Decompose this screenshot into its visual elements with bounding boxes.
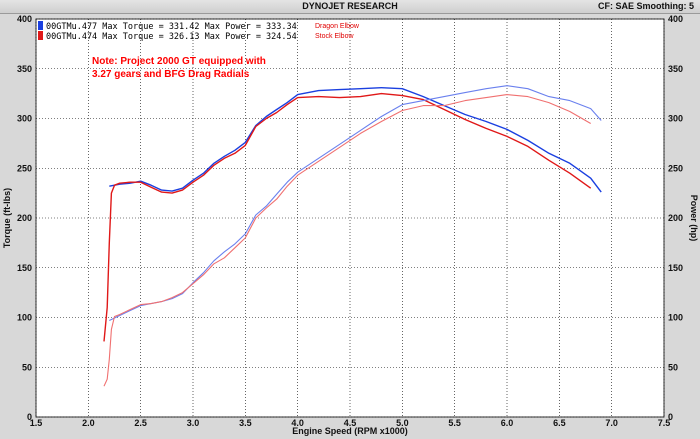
- y-left-tick-1: 50: [22, 362, 32, 372]
- legend-swatch-2: [38, 31, 43, 40]
- x-tick-11: 7.0: [605, 418, 618, 428]
- annotation-line-2: 3.27 gears and BFG Drag Radials: [92, 69, 250, 80]
- y-right-tick-3: 150: [668, 263, 683, 273]
- y-left-tick-labels: 0 50 100 150 200 250 300 350 400: [17, 14, 32, 422]
- series-line-power-3: [103, 94, 591, 387]
- y-left-tick-6: 300: [17, 114, 32, 124]
- legend-label-1: 00GTMu.477 Max Torque = 331.42 Max Power…: [46, 22, 297, 32]
- x-tick-12: 7.5: [658, 418, 671, 428]
- y-right-tick-8: 400: [668, 14, 683, 24]
- x-tick-10: 6.5: [553, 418, 566, 428]
- x-tick-8: 5.5: [448, 418, 461, 428]
- y-left-tick-8: 400: [17, 14, 32, 24]
- legend: 00GTMu.477 Max Torque = 331.42 Max Power…: [38, 21, 360, 42]
- x-tick-7: 5.0: [396, 418, 409, 428]
- x-tick-1: 2.0: [82, 418, 95, 428]
- x-axis-title: Engine Speed (RPM x1000): [292, 426, 408, 436]
- series-line-torque-1: [103, 92, 592, 342]
- y-left-tick-4: 200: [17, 213, 32, 223]
- y-left-axis-title: Torque (ft-lbs): [2, 188, 12, 248]
- y-right-tick-labels: 0 50 100 150 200 250 300 350 400: [668, 14, 683, 422]
- legend-label-2: 00GTMu.474 Max Torque = 326.13 Max Power…: [46, 32, 297, 42]
- y-right-tick-2: 100: [668, 313, 683, 323]
- y-right-axis-title: Power (hp): [689, 195, 699, 242]
- series-group: [103, 85, 602, 387]
- header-bar: DYNOJET RESEARCH CF: SAE Smoothing: 5: [0, 0, 700, 14]
- x-tick-labels: 1.5 2.0 2.5 3.0 3.5 4.0 4.5 5.0 5.5 6.0 6.5 7.0 7.5: [30, 418, 671, 428]
- x-tick-4: 3.5: [239, 418, 252, 428]
- header-right-info: CF: SAE Smoothing: 5: [598, 1, 694, 11]
- legend-note-1: Dragon Elbow: [315, 23, 360, 30]
- y-right-tick-4: 200: [668, 213, 683, 223]
- y-left-tick-0: 0: [27, 412, 32, 422]
- x-tick-5: 4.0: [291, 418, 304, 428]
- y-left-tick-5: 250: [17, 163, 32, 173]
- annotation-line-1: Note: Project 2000 GT equipped with: [92, 56, 266, 67]
- x-tick-2: 2.5: [134, 418, 147, 428]
- y-right-tick-5: 250: [668, 163, 683, 173]
- x-tick-9: 6.0: [501, 418, 514, 428]
- legend-swatch-1: [38, 21, 43, 30]
- y-left-tick-2: 100: [17, 313, 32, 323]
- legend-note-2: Stock Elbow: [315, 33, 354, 40]
- y-right-tick-0: 0: [668, 412, 673, 422]
- series-line-torque-0: [109, 86, 602, 193]
- y-right-tick-6: 300: [668, 114, 683, 124]
- x-tick-3: 3.0: [187, 418, 200, 428]
- y-right-tick-7: 350: [668, 64, 683, 74]
- x-tick-0: 1.5: [30, 418, 43, 428]
- x-tick-6: 4.5: [344, 418, 357, 428]
- header-title: DYNOJET RESEARCH: [302, 1, 398, 11]
- y-right-tick-1: 50: [668, 362, 678, 372]
- y-left-tick-7: 350: [17, 64, 32, 74]
- y-left-tick-3: 150: [17, 263, 32, 273]
